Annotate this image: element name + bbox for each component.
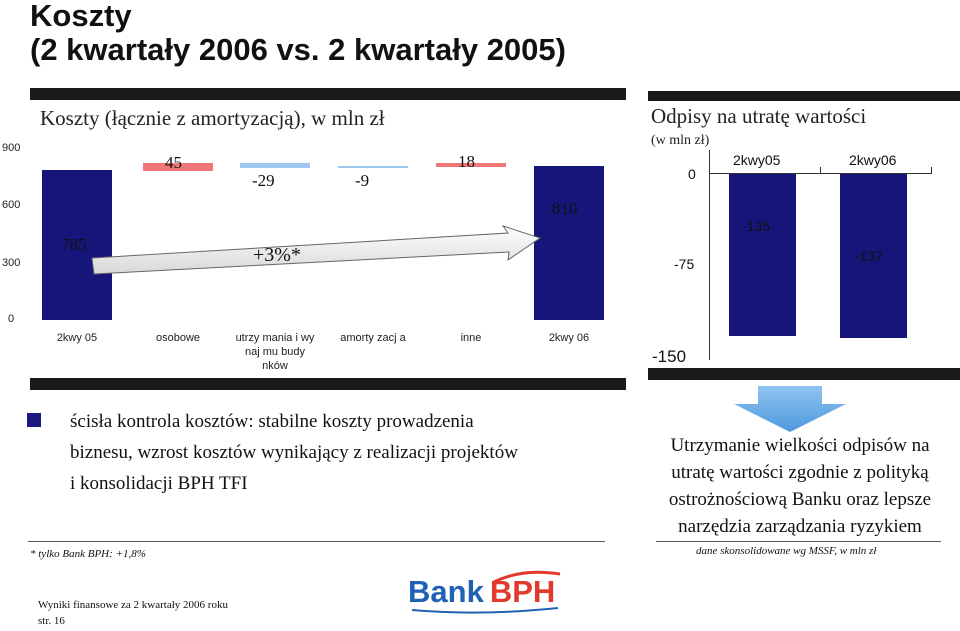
bottom-divider-bar <box>30 378 626 390</box>
value-label-amortyzacja: -9 <box>355 171 370 190</box>
conclusion-line: ostrożnościową Banku oraz lepsze <box>668 489 932 510</box>
top-divider-bar-right <box>648 91 960 101</box>
conclusion-line: narzędzia zarządzania ryzykiem <box>678 516 922 537</box>
logo-swoosh-icon <box>493 570 561 584</box>
category-label: 2kwy 05 <box>56 332 98 344</box>
top-divider-bar <box>30 88 626 100</box>
right-conclusion: Utrzymanie wielkości odpisów na utratę w… <box>640 432 960 540</box>
category-label: amorty zacj a <box>340 332 406 344</box>
bar-osobowe <box>143 163 213 171</box>
y-tick: 600 <box>2 199 21 211</box>
y-axis <box>709 150 710 360</box>
bar-inne <box>436 163 506 167</box>
conclusion-line: Utrzymanie wielkości odpisów na <box>670 435 930 456</box>
footnote-right: dane skonsolidowane wg MSSF, w mln zł <box>696 545 877 557</box>
y-tick: 300 <box>2 257 21 269</box>
category-label: osobowe <box>155 332 201 344</box>
bullet-square-icon <box>27 413 41 427</box>
conclusion-line: utratę wartości zgodnie z polityką <box>671 462 929 483</box>
y-tick: -150 <box>652 347 687 366</box>
y-tick: 0 <box>8 313 15 325</box>
axis-tick <box>931 167 932 174</box>
category-label: 2kwy06 <box>849 152 897 168</box>
logo-underline-icon <box>411 607 559 614</box>
bullet-text: ścisła kontrola kosztów: stabilne koszty… <box>70 406 610 499</box>
page-number: str. 16 <box>38 615 65 627</box>
value-label-2kwy06-impairment: -137 <box>855 248 884 264</box>
y-tick: 900 <box>2 142 21 154</box>
category-label: utrzy mania i wy naj mu budy nków <box>235 332 315 372</box>
bar-utrzymania <box>240 163 310 168</box>
category-label: inne <box>460 332 482 344</box>
slide-subtitle: (2 kwartały 2006 vs. 2 kwartały 2005) <box>30 32 566 67</box>
bullet-line: i konsolidacji BPH TFI <box>70 473 248 494</box>
bullet-line: ścisła kontrola kosztów: stabilne koszty… <box>70 411 474 432</box>
bar-2kwy05-impairment <box>729 174 796 336</box>
growth-label: +3%* <box>253 244 301 266</box>
value-label-2kwy05-impairment: -135 <box>742 218 771 234</box>
bar-2kwy06-impairment <box>840 174 907 338</box>
growth-arrow <box>91 225 542 275</box>
y-tick: 0 <box>688 166 696 182</box>
value-label-utrzymania: -29 <box>252 171 275 190</box>
value-label-inne: 18 <box>458 152 475 171</box>
logo-wordmark: Bank BPH <box>408 574 555 610</box>
impairment-title: Odpisy na utratę wartości <box>651 104 867 128</box>
bar-2kwy05 <box>42 170 112 320</box>
bank-bph-logo: Bank BPH <box>408 570 568 616</box>
category-label: 2kwy05 <box>733 152 781 168</box>
waterfall-title: Koszty (łącznie z amortyzacją), w mln zł <box>40 106 385 130</box>
note-separator-left <box>28 541 605 542</box>
bar-2kwy06 <box>534 166 604 320</box>
bottom-divider-bar-right <box>648 368 960 380</box>
impairment-subtitle: (w mln zł) <box>651 133 710 148</box>
category-label: 2kwy 06 <box>548 332 590 344</box>
logo-word-bank: Bank <box>408 574 484 609</box>
value-label-2kwy05: 785 <box>61 235 87 254</box>
footer-title: Wyniki finansowe za 2 kwartały 2006 roku <box>38 599 228 611</box>
value-label-osobowe: 45 <box>165 153 182 172</box>
note-separator-right <box>656 541 941 542</box>
down-arrow-icon <box>734 386 846 432</box>
bullet-line: biznesu, wzrost kosztów wynikający z rea… <box>70 442 518 463</box>
y-tick: -75 <box>674 256 695 272</box>
axis-tick <box>820 167 821 174</box>
value-label-2kwy06: 810 <box>552 199 578 218</box>
bar-amortyzacja <box>338 166 408 168</box>
slide-title: Koszty <box>30 0 132 33</box>
footnote-left: * tylko Bank BPH: +1,8% <box>30 548 146 560</box>
